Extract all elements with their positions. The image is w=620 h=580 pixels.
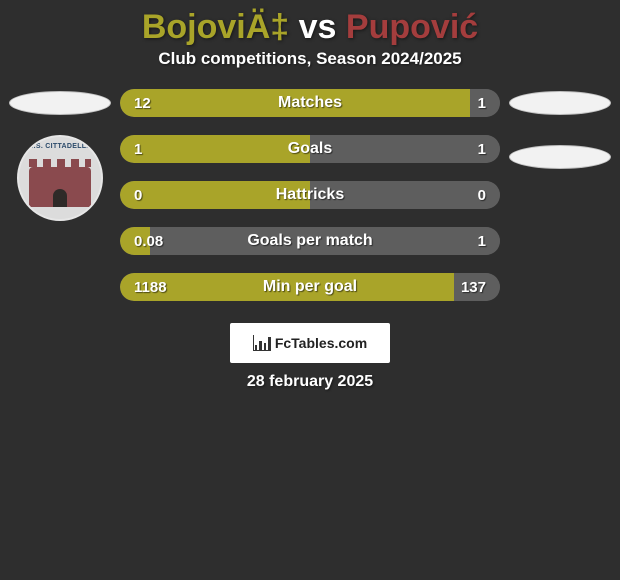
stat-bar: 1188Min per goal137 (120, 273, 500, 301)
stat-value-right: 1 (478, 227, 486, 255)
player2-club-badge-placeholder (509, 145, 611, 169)
subtitle: Club competitions, Season 2024/2025 (0, 49, 620, 69)
badge-door-icon (53, 189, 67, 207)
vs-label: vs (299, 8, 337, 46)
stat-value-right: 1 (478, 89, 486, 117)
stat-label: Goals per match (120, 227, 500, 255)
bar-chart-icon (253, 335, 271, 351)
stat-label: Goals (120, 135, 500, 163)
stat-value-right: 137 (461, 273, 486, 301)
date-label: 28 february 2025 (0, 373, 620, 391)
player2-name: Pupović (346, 8, 478, 46)
player1-name: BojoviÄ‡ (142, 8, 289, 46)
stat-bar: 0Hattricks0 (120, 181, 500, 209)
stat-bar: 1Goals1 (120, 135, 500, 163)
stat-value-right: 0 (478, 181, 486, 209)
stat-label: Matches (120, 89, 500, 117)
player1-photo-placeholder (9, 91, 111, 115)
page-title: BojoviÄ‡ vs Pupović (0, 0, 620, 49)
player2-photo-placeholder (509, 91, 611, 115)
stat-value-right: 1 (478, 135, 486, 163)
stat-bar: 12Matches1 (120, 89, 500, 117)
badge-castle-icon (29, 167, 91, 207)
branding-box[interactable]: FcTables.com (230, 323, 390, 363)
player1-column: A.S. CITTADELLA (0, 89, 120, 221)
stat-label: Hattricks (120, 181, 500, 209)
player2-column (500, 89, 620, 169)
player1-club-badge: A.S. CITTADELLA (17, 135, 103, 221)
badge-text: A.S. CITTADELLA (19, 143, 101, 150)
comparison-container: A.S. CITTADELLA 12Matches11Goals10Hattri… (0, 89, 620, 301)
branding-text: FcTables.com (275, 335, 367, 351)
stat-label: Min per goal (120, 273, 500, 301)
stat-bars: 12Matches11Goals10Hattricks00.08Goals pe… (120, 89, 500, 301)
stat-bar: 0.08Goals per match1 (120, 227, 500, 255)
